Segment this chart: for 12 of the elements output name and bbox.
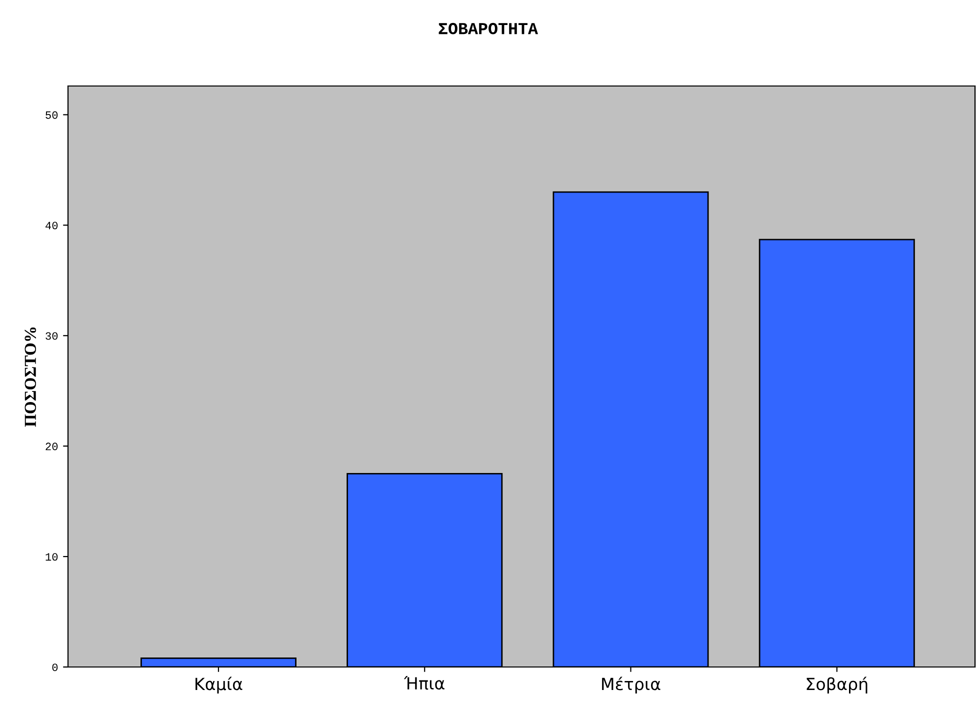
x-tick-label: Σοβαρή — [806, 676, 868, 694]
y-tick-label: 30 — [46, 332, 58, 340]
chart-title: ΣΟΒΑΡΟΤΗΤΑ — [438, 22, 538, 34]
y-tick-label: 0 — [52, 664, 58, 672]
y-tick-label: 10 — [46, 553, 58, 561]
x-tick-label: Ήπια — [404, 676, 444, 690]
x-tick-label: Καμία — [196, 676, 242, 694]
x-tick-label: Μέτρια — [602, 676, 660, 694]
y-tick-label: 50 — [46, 111, 58, 119]
y-tick-label: 40 — [46, 222, 58, 230]
y-axis-title: ΠΟΣΟΣΤΟ% — [24, 327, 36, 427]
y-tick-label: 20 — [46, 442, 58, 450]
